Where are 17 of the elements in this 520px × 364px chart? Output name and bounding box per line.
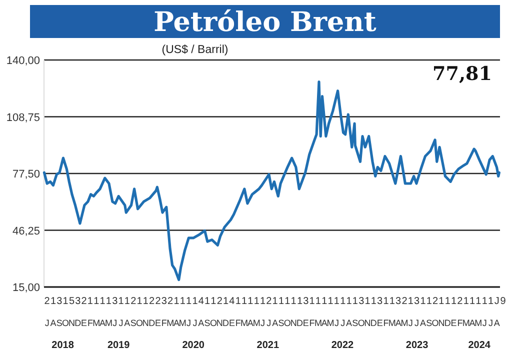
y-tick-label: 46,25 [12, 225, 40, 238]
text: JASONDEFMAMJJASONDEFMAMJJASONDEFMAMJJASONDEFMAMJJASONDEFMAMJJASONDEFMAMJJA [44, 318, 500, 328]
x-tick-label: 2024 [468, 340, 491, 351]
x-tick-label: 2020 [182, 340, 205, 351]
y-tick-label: 15,00 [12, 282, 40, 294]
y-tick-label: 108,75 [6, 112, 40, 124]
x-tick-label: 2018 [52, 340, 74, 351]
annotation: 77,81 [432, 63, 492, 85]
chart-title: Petróleo Brent [154, 7, 377, 38]
text: 2131532111131121122321111411214111112111113111111113113113213112111211111J9 [44, 296, 506, 307]
x-tick-label: 2019 [107, 340, 130, 351]
chart-subtitle: (US$ / Barril) [162, 44, 228, 56]
x-tick-label: 2021 [256, 340, 280, 351]
x-tick-label: 2023 [406, 340, 429, 351]
x-tick-label: 2022 [331, 340, 354, 351]
y-tick-label: 140,00 [6, 55, 40, 67]
y-tick-label: 77,50 [12, 168, 40, 180]
